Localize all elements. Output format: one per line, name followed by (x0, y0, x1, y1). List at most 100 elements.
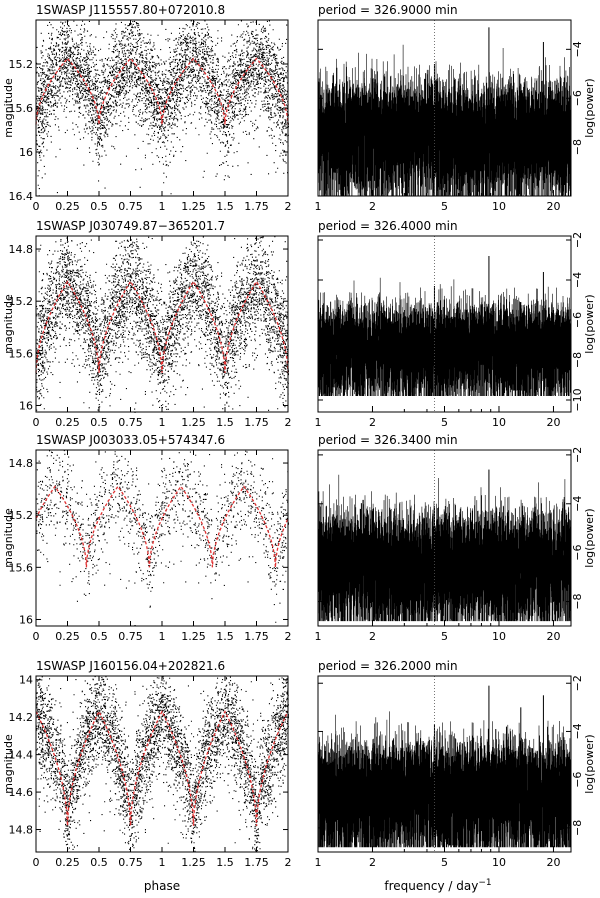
periodogram-panel-3: period = 326.3400 min 1 2 5 10 20 −2 −4 −6 −8 log(… (315, 433, 597, 643)
periodogram-xtick-label: 20 (546, 630, 560, 643)
lightcurve-panel-1: 1SWASP J115557.80+072010.8 0 0.25 0.5 0.75 1 1… (2, 3, 292, 213)
lightcurve-fit-curve (35, 710, 289, 826)
lightcurve-ytick-label: 14.8 (9, 243, 34, 256)
periodogram-ylabel: log(power) (583, 734, 596, 793)
periodogram-xtick-label: 5 (441, 630, 448, 643)
lightcurve-ytick-label: 15.2 (9, 58, 34, 71)
periodogram-ytick-label: −8 (571, 820, 584, 836)
frequency-axis-label-main: frequency / day (384, 879, 478, 893)
lightcurve-ytick-label: 16 (19, 146, 33, 159)
lightcurve-title: 1SWASP J003033.05+574347.6 (36, 433, 225, 447)
periodogram-xtick-label: 10 (492, 416, 506, 429)
periodogram-ytick-label: −6 (571, 545, 584, 561)
lightcurve-xtick-label: 0.75 (118, 856, 143, 869)
periodogram-spectrum (317, 711, 572, 848)
periodogram-title: period = 326.3400 min (318, 433, 458, 447)
periodogram-ytick-label: −2 (571, 447, 584, 463)
lightcurve-xtick-label: 0.75 (118, 630, 143, 643)
periodogram-panel-1: period = 326.9000 min 1 2 5 10 20 −4 −6 −8 log(po… (315, 3, 597, 213)
periodogram-xtick-label: 5 (441, 856, 448, 869)
periodogram-spectrum (317, 474, 572, 622)
lightcurve-xtick-label: 2 (285, 856, 292, 869)
lightcurve-xtick-label: 0.5 (90, 630, 108, 643)
lightcurve-ytick-label: 14.8 (9, 824, 34, 837)
periodogram-panel-2: period = 326.4000 min 1 2 5 10 20 −2 −4 −6 −8 −10 l… (315, 219, 597, 429)
periodogram-title: period = 326.9000 min (318, 3, 458, 17)
lightcurve-xtick-label: 0 (33, 200, 40, 213)
lightcurve-ylabel: magnitude (2, 508, 15, 568)
lightcurve-xtick-label: 1.5 (216, 856, 234, 869)
periodogram-xtick-label: 20 (546, 200, 560, 213)
lightcurve-ylabel: magnitude (2, 78, 15, 138)
periodogram-ytick-label: −8 (571, 352, 584, 368)
lightcurve-ytick-label: 15.6 (9, 561, 34, 574)
lightcurve-xtick-label: 1.5 (216, 200, 234, 213)
lightcurve-xtick-label: 1.5 (216, 416, 234, 429)
periodogram-panel-4: period = 326.2000 min 1 2 5 10 20 −2 −4 −6 −8 log(… (315, 659, 597, 869)
periodogram-xtick-label: 2 (369, 200, 376, 213)
lightcurve-ytick-label: 16 (19, 399, 33, 412)
periodogram-xtick-label: 5 (441, 416, 448, 429)
periodogram-xtick-label: 10 (492, 200, 506, 213)
periodogram-xtick-label: 1 (315, 630, 322, 643)
lightcurve-ytick-label: 15.6 (9, 102, 34, 115)
lightcurve-xtick-label: 0 (33, 416, 40, 429)
lightcurve-xtick-label: 0.5 (90, 200, 108, 213)
periodogram-xtick-label: 10 (492, 630, 506, 643)
lightcurve-ytick-label: 14 (19, 674, 33, 687)
lightcurve-xtick-label: 0.25 (55, 200, 80, 213)
lightcurve-ytick-label: 16 (19, 613, 33, 626)
periodogram-ytick-label: −4 (571, 272, 584, 288)
lightcurve-xtick-label: 1.25 (181, 630, 206, 643)
lightcurve-xtick-label: 0.25 (55, 416, 80, 429)
lightcurve-panel-2: 1SWASP J030749.87−365201.7 0 0.25 0.5 0.75 1 1… (2, 219, 292, 429)
lightcurve-fit-curve (35, 485, 289, 568)
lightcurve-points (36, 676, 289, 852)
lightcurve-xtick-label: 1.75 (244, 200, 269, 213)
lightcurve-fit-curve (35, 280, 289, 373)
periodogram-ytick-label: −4 (571, 41, 584, 57)
lightcurve-xtick-label: 1.25 (181, 416, 206, 429)
frequency-axis-label: frequency / day−1 (384, 878, 491, 893)
lightcurve-ytick-label: 16.4 (9, 190, 34, 203)
periodogram-ytick-label: −4 (571, 496, 584, 512)
lightcurve-xtick-label: 1 (159, 630, 166, 643)
panels: 1SWASP J115557.80+072010.80 0.25 0.5 0.75 1 1… (2, 3, 596, 869)
lightcurve-xtick-label: 2 (285, 416, 292, 429)
periodogram-ytick-label: −6 (571, 312, 584, 328)
periodogram-xtick-label: 1 (315, 416, 322, 429)
lightcurve-panel-4: 1SWASP J160156.04+202821.6 0 0.25 0.5 0.75 1 1… (2, 659, 292, 869)
lightcurve-xtick-label: 0.75 (118, 416, 143, 429)
lightcurve-xtick-label: 2 (285, 630, 292, 643)
periodogram-ytick-label: −6 (571, 90, 584, 106)
lightcurve-title: 1SWASP J160156.04+202821.6 (36, 659, 225, 673)
lightcurve-xtick-label: 1.75 (244, 630, 269, 643)
lightcurve-points (36, 236, 289, 413)
periodogram-ylabel: log(power) (583, 78, 596, 137)
lightcurve-points (36, 450, 289, 627)
periodogram-xtick-label: 20 (546, 416, 560, 429)
periodogram-ytick-label: −2 (571, 232, 584, 248)
lightcurve-xtick-label: 0.5 (90, 416, 108, 429)
lightcurve-xtick-label: 0.25 (55, 856, 80, 869)
lightcurve-points (36, 20, 289, 197)
lightcurve-xtick-label: 1.25 (181, 200, 206, 213)
lightcurve-xtick-label: 1 (159, 856, 166, 869)
lightcurve-fit-curve (35, 57, 289, 125)
lightcurve-ytick-label: 15.2 (9, 295, 34, 308)
lightcurve-ytick-label: 14.8 (9, 457, 34, 470)
lightcurve-ylabel: magnitude (2, 294, 15, 354)
periodogram-xtick-label: 2 (369, 630, 376, 643)
lightcurve-ytick-label: 15.6 (9, 347, 34, 360)
lightcurve-xtick-label: 1 (159, 200, 166, 213)
periodogram-xtick-label: 2 (369, 856, 376, 869)
periodogram-ytick-label: −8 (571, 593, 584, 609)
lightcurve-xtick-label: 0.25 (55, 630, 80, 643)
periodogram-ytick-label: −4 (571, 723, 584, 739)
periodogram-ylabel: log(power) (583, 294, 596, 353)
lightcurve-ylabel: magnitude (2, 734, 15, 794)
periodogram-xtick-label: 2 (369, 416, 376, 429)
lightcurve-xtick-label: 0.5 (90, 856, 108, 869)
periodogram-ytick-label: −6 (571, 772, 584, 788)
